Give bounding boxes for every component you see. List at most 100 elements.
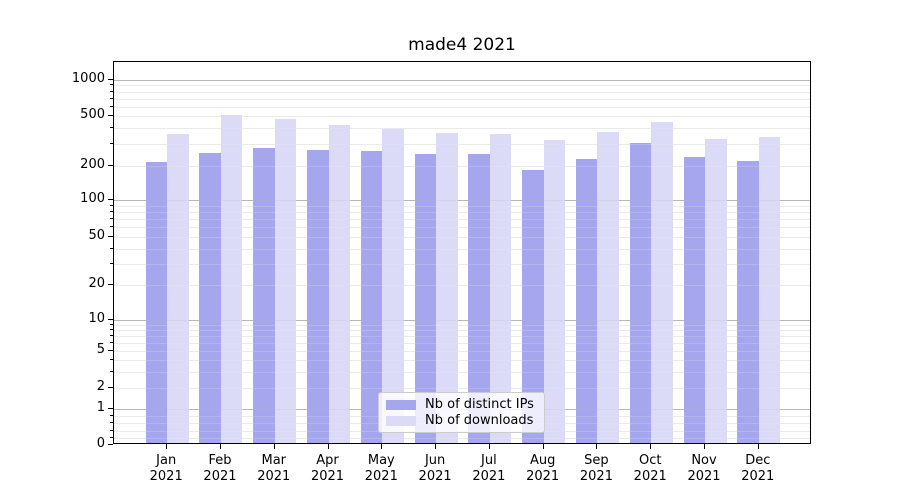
bar-distinct-ips-jul bbox=[468, 153, 490, 443]
bar-distinct-ips-aug bbox=[522, 170, 544, 443]
y-minor-tick-mark bbox=[110, 328, 113, 330]
x-tick-mark bbox=[704, 444, 705, 449]
bar-distinct-ips-nov bbox=[683, 157, 705, 443]
y-minor-tick-mark bbox=[110, 262, 113, 264]
minor-gridline bbox=[114, 227, 810, 229]
minor-gridline bbox=[114, 205, 810, 207]
y-tick-mark bbox=[108, 165, 113, 166]
bar-downloads-jul bbox=[489, 134, 512, 443]
y-tick-label: 2 bbox=[96, 379, 105, 394]
legend-swatch-distinct-ips bbox=[386, 400, 416, 410]
y-minor-tick-mark bbox=[110, 429, 113, 431]
bar-distinct-ips-oct bbox=[629, 142, 652, 443]
y-tick-label: 500 bbox=[80, 107, 105, 122]
y-tick-label: 0 bbox=[96, 436, 105, 451]
y-minor-tick-mark bbox=[110, 105, 113, 107]
bar-distinct-ips-dec bbox=[737, 161, 759, 443]
bar-downloads-jun bbox=[436, 132, 458, 443]
minor-gridline bbox=[114, 329, 810, 331]
y-tick-mark bbox=[108, 284, 113, 285]
legend-swatch-downloads bbox=[386, 416, 416, 426]
y-tick-label: 5 bbox=[96, 342, 105, 357]
minor-gridline bbox=[114, 248, 810, 250]
y-minor-tick-mark bbox=[110, 359, 113, 360]
x-tick-mark bbox=[381, 444, 383, 449]
bar-downloads-aug bbox=[543, 140, 566, 443]
y-tick-mark bbox=[108, 79, 113, 80]
bar-downloads-apr bbox=[328, 125, 351, 443]
bars-layer bbox=[114, 62, 810, 443]
x-tick-label: Oct 2021 bbox=[633, 453, 667, 484]
y-minor-tick-mark bbox=[110, 247, 113, 249]
major-gridline bbox=[114, 320, 810, 321]
y-minor-tick-mark bbox=[110, 323, 113, 325]
x-tick-label: Nov 2021 bbox=[687, 453, 721, 484]
x-tick-label: May 2021 bbox=[364, 453, 398, 484]
y-minor-tick-mark bbox=[110, 341, 113, 343]
bar-distinct-ips-mar bbox=[253, 147, 275, 443]
bar-distinct-ips-jan bbox=[145, 162, 168, 443]
minor-gridline bbox=[114, 237, 810, 238]
minor-gridline bbox=[114, 351, 810, 352]
minor-gridline bbox=[114, 98, 810, 100]
minor-gridline bbox=[114, 91, 810, 93]
bar-distinct-ips-may bbox=[360, 150, 383, 443]
x-tick-label: Jul 2021 bbox=[472, 453, 506, 484]
minor-gridline bbox=[114, 388, 810, 389]
x-tick-mark bbox=[650, 444, 652, 449]
y-minor-tick-mark bbox=[110, 370, 113, 372]
major-gridline bbox=[114, 200, 810, 201]
x-tick-label: Mar 2021 bbox=[257, 453, 291, 484]
minor-gridline bbox=[114, 166, 810, 167]
bar-downloads-mar bbox=[274, 118, 297, 443]
bar-distinct-ips-sep bbox=[575, 158, 598, 443]
y-tick-mark bbox=[108, 408, 113, 409]
y-tick-mark bbox=[108, 350, 113, 351]
major-gridline bbox=[114, 80, 810, 81]
bar-distinct-ips-apr bbox=[307, 149, 329, 443]
x-tick-mark bbox=[757, 444, 759, 449]
minor-gridline bbox=[114, 85, 810, 87]
minor-gridline bbox=[114, 116, 810, 117]
bar-downloads-dec bbox=[758, 136, 781, 443]
y-tick-label: 1000 bbox=[71, 71, 105, 86]
bar-downloads-sep bbox=[597, 132, 619, 443]
plot-area bbox=[113, 61, 811, 444]
x-tick-label: Apr 2021 bbox=[310, 453, 345, 484]
x-tick-mark bbox=[435, 444, 437, 449]
minor-gridline bbox=[114, 360, 810, 361]
x-tick-mark bbox=[273, 444, 275, 449]
y-minor-tick-mark bbox=[110, 142, 113, 144]
y-minor-tick-mark bbox=[110, 204, 113, 206]
x-tick-label: Feb 2021 bbox=[203, 453, 237, 484]
bar-downloads-oct bbox=[651, 121, 673, 443]
minor-gridline bbox=[114, 211, 810, 213]
y-minor-tick-mark bbox=[110, 97, 113, 99]
legend-item-distinct-ips: Nb of distinct IPs bbox=[386, 397, 538, 413]
minor-gridline bbox=[114, 324, 810, 326]
y-minor-tick-mark bbox=[110, 84, 113, 86]
bar-downloads-may bbox=[382, 129, 404, 443]
bar-distinct-ips-feb bbox=[199, 152, 221, 443]
minor-gridline bbox=[114, 263, 810, 265]
minor-gridline bbox=[114, 106, 810, 108]
x-tick-mark bbox=[542, 444, 544, 449]
y-minor-tick-mark bbox=[110, 90, 113, 92]
minor-gridline bbox=[114, 285, 810, 286]
y-tick-mark bbox=[108, 199, 113, 200]
bar-distinct-ips-jun bbox=[414, 153, 437, 443]
y-tick-mark bbox=[108, 115, 113, 116]
minor-gridline bbox=[114, 437, 810, 439]
x-tick-label: Dec 2021 bbox=[741, 453, 775, 484]
bar-downloads-nov bbox=[705, 138, 727, 443]
y-tick-label: 200 bbox=[80, 157, 105, 172]
y-tick-label: 100 bbox=[80, 191, 105, 206]
minor-gridline bbox=[114, 219, 810, 221]
minor-gridline bbox=[114, 143, 810, 145]
x-tick-mark bbox=[488, 444, 490, 449]
legend-item-downloads: Nb of downloads bbox=[386, 413, 538, 429]
y-tick-label: 50 bbox=[88, 228, 105, 243]
y-tick-mark bbox=[108, 236, 113, 237]
y-minor-tick-mark bbox=[110, 436, 113, 438]
